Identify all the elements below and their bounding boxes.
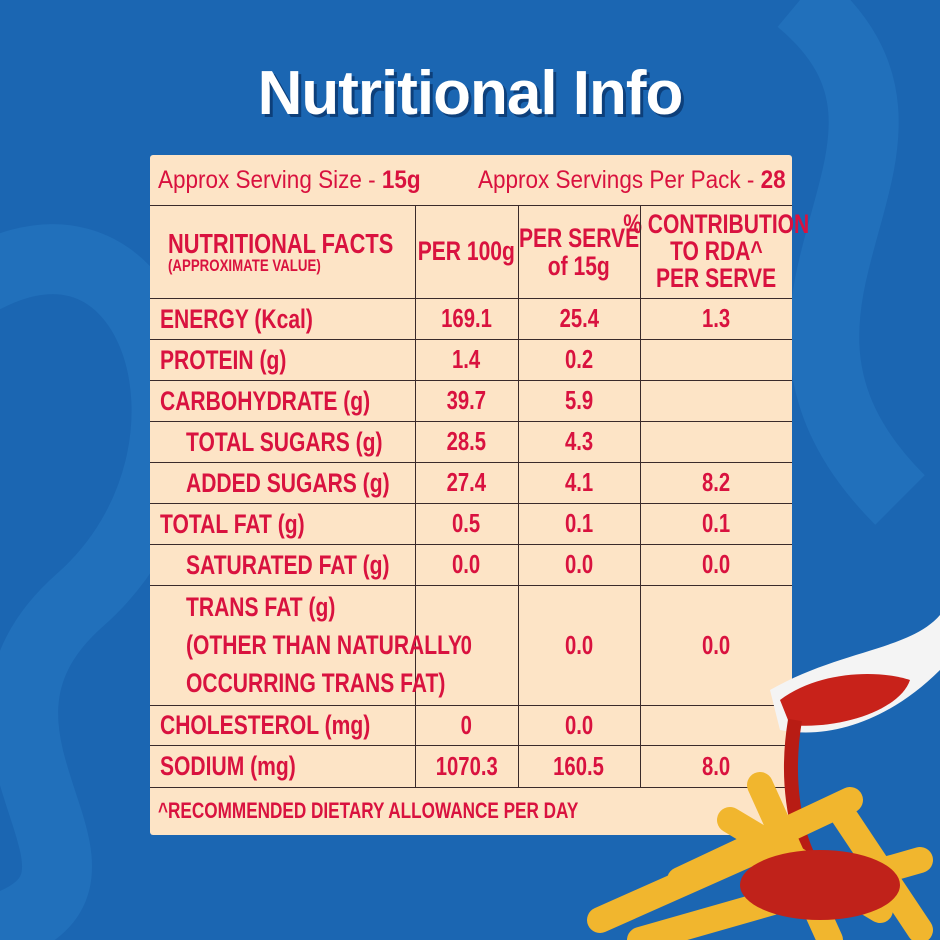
servings-per-pack: Approx Servings Per Pack - 28 <box>478 155 820 205</box>
serving-size: Approx Serving Size - 15g <box>158 155 450 205</box>
row-name: SATURATED FAT (g) <box>186 549 390 580</box>
per100-value: 27.4 <box>446 467 487 497</box>
rda-value <box>640 339 792 380</box>
footnote: ^RECOMMENDED DIETARY ALLOWANCE PER DAY <box>158 798 579 823</box>
per-serve-value: 0.0 <box>564 549 594 579</box>
row-name: ENERGY (Kcal) <box>160 303 313 334</box>
row-name: TRANS FAT (g) <box>186 592 336 622</box>
rda-value: 0.0 <box>701 549 731 579</box>
per100-value: 0.5 <box>452 508 481 538</box>
header-facts-subtitle: (APPROXIMATE VALUE) <box>168 255 321 275</box>
fries-ketchup-illustration <box>587 615 940 940</box>
per100-value: 39.7 <box>446 385 487 415</box>
per100-value: 0 <box>460 629 473 660</box>
row-name: SODIUM (mg) <box>160 751 296 781</box>
row-name: CARBOHYDRATE (g) <box>160 385 371 416</box>
per100-value: 1.4 <box>452 344 481 374</box>
table-row: PROTEIN (g) <box>160 339 322 380</box>
header-rda: % CONTRIBUTION TO RDA^ PER SERVE <box>622 209 810 293</box>
table-row: ENERGY (Kcal) <box>160 298 356 339</box>
rda-value: 8.2 <box>701 467 731 497</box>
row-name: CHOLESTEROL (mg) <box>160 710 371 740</box>
rda-value: 1.3 <box>701 303 731 333</box>
servings-per-pack-label: Approx Servings Per Pack - <box>478 165 761 194</box>
row-name: TOTAL SUGARS (g) <box>186 426 383 457</box>
servings-per-pack-value: 28 <box>760 165 786 194</box>
table-row: CARBOHYDRATE (g) <box>160 380 429 421</box>
per-serve-value: 0.2 <box>564 344 594 374</box>
table-row: ADDED SUGARS (g) <box>186 462 447 503</box>
table-row: SATURATED FAT (g) <box>186 544 447 585</box>
row-name: ADDED SUGARS (g) <box>186 467 390 498</box>
row-name-line2: (OTHER THAN NATURALLY <box>186 630 463 660</box>
per-serve-value: 0.0 <box>564 629 594 660</box>
table-row: CHOLESTEROL (mg) <box>160 705 430 745</box>
rda-value: 8.0 <box>701 750 731 781</box>
row-name: PROTEIN (g) <box>160 344 287 375</box>
per-serve-value: 5.9 <box>564 385 594 415</box>
per100-value: 0.0 <box>452 549 481 579</box>
serving-size-label: Approx Serving Size - <box>158 165 382 194</box>
row-name: TOTAL FAT (g) <box>160 508 305 539</box>
rda-value <box>640 380 792 421</box>
nutrition-table: Approx Serving Size - 15g Approx Serving… <box>150 155 810 835</box>
rda-value: 0.0 <box>701 629 731 660</box>
rda-value: 0.1 <box>701 508 731 538</box>
per100-value: 1070.3 <box>435 750 498 781</box>
header-facts-title: NUTRITIONAL FACTS <box>168 227 394 259</box>
serving-size-value: 15g <box>381 165 421 194</box>
per-serve-value: 0.0 <box>564 709 594 740</box>
page-title: Nutritional Info <box>257 59 684 128</box>
header-facts: NUTRITIONAL FACTS (APPROXIMATE VALUE) <box>168 205 457 298</box>
per100-value: 28.5 <box>446 426 487 456</box>
header-per-serve: PER SERVE of 15g <box>518 222 640 281</box>
row-name-line3: OCCURRING TRANS FAT) <box>186 668 446 698</box>
table-row: TOTAL FAT (g) <box>160 503 345 544</box>
per-serve-value: 4.1 <box>564 467 594 497</box>
per-serve-value: 25.4 <box>559 303 599 333</box>
per-serve-value: 4.3 <box>564 426 594 456</box>
table-row: TOTAL SUGARS (g) <box>186 421 438 462</box>
per100-value: 0 <box>460 709 473 740</box>
rda-value <box>640 421 792 462</box>
table-row: TRANS FAT (g) (OTHER THAN NATURALLY OCCURR… <box>186 585 540 705</box>
table-row: SODIUM (mg) <box>160 745 334 787</box>
per-serve-value: 0.1 <box>564 508 594 538</box>
header-per100: PER 100g <box>417 236 516 266</box>
per100-value: 169.1 <box>441 303 492 333</box>
per-serve-value: 160.5 <box>553 750 605 781</box>
